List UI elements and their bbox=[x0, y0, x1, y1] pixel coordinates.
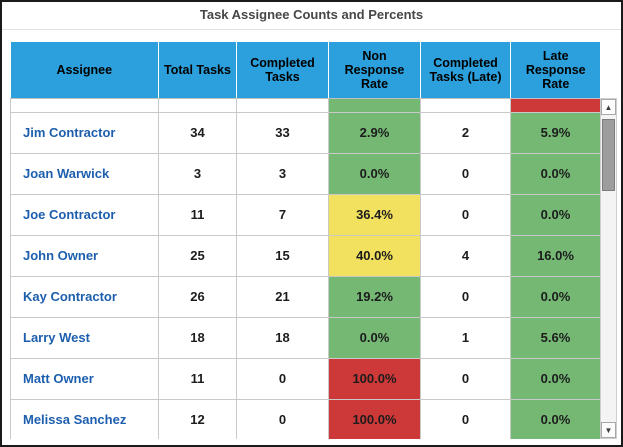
total-tasks-cell: 26 bbox=[158, 275, 237, 318]
table-row: Kay Contractor 26 21 19.2% 0 0.0% bbox=[10, 275, 600, 318]
partial-scrolled-row bbox=[10, 98, 600, 113]
report-table: Assignee Total Tasks Completed Tasks Non… bbox=[10, 42, 600, 439]
completed-late-cell: 0 bbox=[420, 152, 511, 195]
non-response-rate-cell: 100.0% bbox=[328, 398, 421, 439]
late-response-rate-cell: 5.6% bbox=[510, 316, 600, 359]
column-header-completed-tasks: Completed Tasks bbox=[236, 42, 329, 99]
completed-tasks-cell: 0 bbox=[236, 398, 329, 439]
non-response-rate-cell: 40.0% bbox=[328, 234, 421, 277]
completed-tasks-cell: 33 bbox=[236, 111, 329, 154]
scroll-up-icon: ▲ bbox=[604, 103, 613, 112]
header-row: Assignee Total Tasks Completed Tasks Non… bbox=[10, 42, 600, 99]
completed-late-cell: 0 bbox=[420, 357, 511, 400]
table-row: Joe Contractor 11 7 36.4% 0 0.0% bbox=[10, 193, 600, 236]
table-row: John Owner 25 15 40.0% 4 16.0% bbox=[10, 234, 600, 277]
late-response-rate-cell: 0.0% bbox=[510, 357, 600, 400]
completed-tasks-cell: 7 bbox=[236, 193, 329, 236]
table-row: Melissa Sanchez 12 0 100.0% 0 0.0% bbox=[10, 398, 600, 439]
column-header-late-response-rate: Late Response Rate bbox=[510, 42, 600, 99]
non-response-rate-cell: 0.0% bbox=[328, 316, 421, 359]
completed-tasks-cell: 18 bbox=[236, 316, 329, 359]
late-response-rate-cell: 0.0% bbox=[510, 193, 600, 236]
completed-tasks-cell: 15 bbox=[236, 234, 329, 277]
table-row: Jim Contractor 34 33 2.9% 2 5.9% bbox=[10, 111, 600, 154]
table-row: Joan Warwick 3 3 0.0% 0 0.0% bbox=[10, 152, 600, 195]
total-tasks-cell: 25 bbox=[158, 234, 237, 277]
non-response-rate-cell: 19.2% bbox=[328, 275, 421, 318]
completed-late-cell: 0 bbox=[420, 193, 511, 236]
partial-total-tasks-cell bbox=[158, 98, 237, 113]
total-tasks-cell: 12 bbox=[158, 398, 237, 439]
non-response-rate-cell: 0.0% bbox=[328, 152, 421, 195]
column-header-non-response-rate: Non Response Rate bbox=[328, 42, 421, 99]
table-row: Matt Owner 11 0 100.0% 0 0.0% bbox=[10, 357, 600, 400]
non-response-rate-cell: 36.4% bbox=[328, 193, 421, 236]
partial-late-response-rate-cell bbox=[510, 98, 600, 113]
assignee-cell[interactable]: Matt Owner bbox=[10, 357, 159, 400]
assignee-cell[interactable]: Joan Warwick bbox=[10, 152, 159, 195]
late-response-rate-cell: 0.0% bbox=[510, 275, 600, 318]
completed-late-cell: 0 bbox=[420, 275, 511, 318]
completed-tasks-cell: 21 bbox=[236, 275, 329, 318]
total-tasks-cell: 3 bbox=[158, 152, 237, 195]
table-row: Larry West 18 18 0.0% 1 5.6% bbox=[10, 316, 600, 359]
assignee-cell[interactable]: John Owner bbox=[10, 234, 159, 277]
non-response-rate-cell: 2.9% bbox=[328, 111, 421, 154]
total-tasks-cell: 11 bbox=[158, 193, 237, 236]
completed-tasks-cell: 3 bbox=[236, 152, 329, 195]
partial-completed-tasks-cell bbox=[236, 98, 329, 113]
assignee-cell[interactable]: Larry West bbox=[10, 316, 159, 359]
total-tasks-cell: 34 bbox=[158, 111, 237, 154]
report-table-container: Assignee Total Tasks Completed Tasks Non… bbox=[10, 42, 600, 439]
late-response-rate-cell: 0.0% bbox=[510, 398, 600, 439]
total-tasks-cell: 18 bbox=[158, 316, 237, 359]
column-header-assignee: Assignee bbox=[10, 42, 159, 99]
total-tasks-cell: 11 bbox=[158, 357, 237, 400]
assignee-cell[interactable]: Melissa Sanchez bbox=[10, 398, 159, 439]
column-header-total-tasks: Total Tasks bbox=[158, 42, 237, 99]
late-response-rate-cell: 0.0% bbox=[510, 152, 600, 195]
scroll-up-button[interactable]: ▲ bbox=[601, 99, 616, 115]
column-header-completed-tasks-late: Completed Tasks (Late) bbox=[420, 42, 511, 99]
scrollbar-thumb[interactable] bbox=[602, 119, 615, 191]
late-response-rate-cell: 16.0% bbox=[510, 234, 600, 277]
scroll-down-button[interactable]: ▼ bbox=[601, 422, 616, 438]
page-title: Task Assignee Counts and Percents bbox=[2, 2, 621, 30]
scroll-down-icon: ▼ bbox=[604, 426, 613, 435]
partial-non-response-rate-cell bbox=[328, 98, 421, 113]
partial-assignee-cell bbox=[10, 98, 159, 113]
completed-late-cell: 0 bbox=[420, 398, 511, 439]
assignee-cell[interactable]: Joe Contractor bbox=[10, 193, 159, 236]
assignee-cell[interactable]: Jim Contractor bbox=[10, 111, 159, 154]
completed-late-cell: 2 bbox=[420, 111, 511, 154]
partial-completed-late-cell bbox=[420, 98, 511, 113]
completed-late-cell: 1 bbox=[420, 316, 511, 359]
vertical-scrollbar[interactable]: ▲ ▼ bbox=[600, 98, 617, 439]
completed-tasks-cell: 0 bbox=[236, 357, 329, 400]
assignee-cell[interactable]: Kay Contractor bbox=[10, 275, 159, 318]
late-response-rate-cell: 5.9% bbox=[510, 111, 600, 154]
completed-late-cell: 4 bbox=[420, 234, 511, 277]
non-response-rate-cell: 100.0% bbox=[328, 357, 421, 400]
